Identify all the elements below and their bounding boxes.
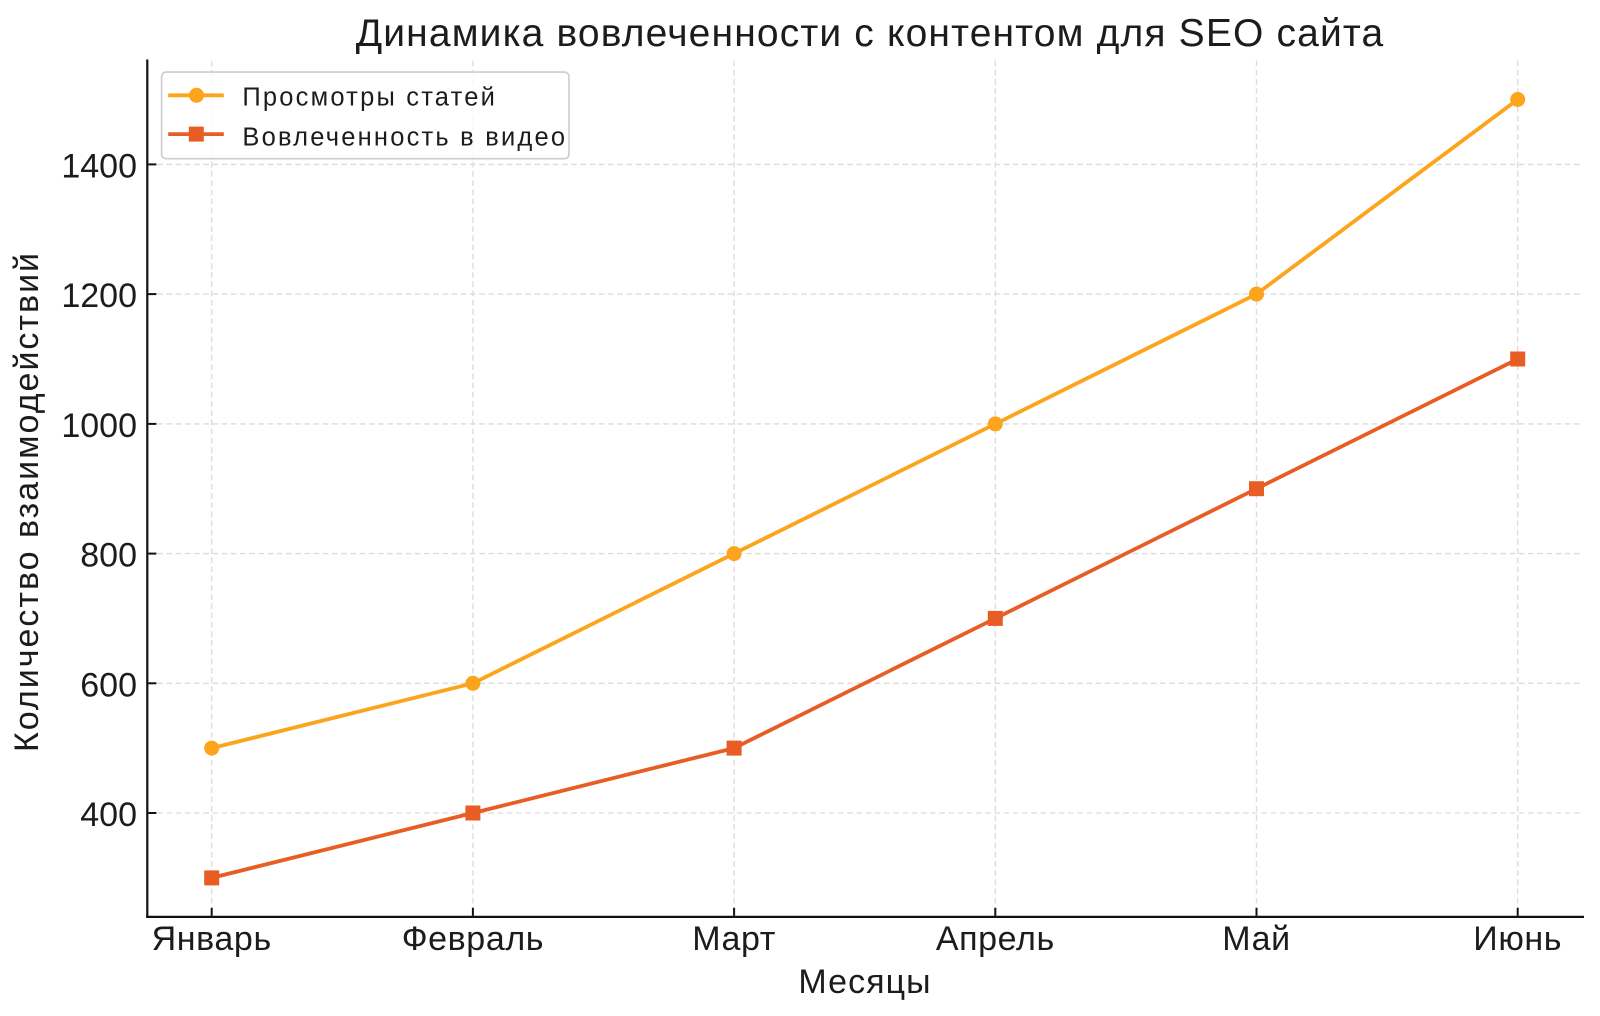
svg-text:Март: Март: [692, 920, 776, 958]
svg-text:Просмотры статей: Просмотры статей: [242, 83, 497, 111]
svg-text:1200: 1200: [61, 277, 137, 315]
svg-text:Вовлеченность в видео: Вовлеченность в видео: [242, 124, 567, 152]
svg-text:Февраль: Февраль: [402, 920, 544, 958]
svg-text:Январь: Январь: [152, 920, 272, 958]
svg-text:1000: 1000: [61, 407, 137, 445]
svg-text:1400: 1400: [61, 147, 137, 185]
svg-text:Количество взаимодействий: Количество взаимодействий: [8, 251, 46, 752]
svg-text:Динамика вовлеченности с конте: Динамика вовлеченности с контентом для S…: [356, 12, 1385, 55]
svg-text:Июнь: Июнь: [1473, 920, 1562, 958]
svg-text:Май: Май: [1222, 920, 1290, 958]
svg-text:600: 600: [80, 666, 137, 704]
svg-text:Апрель: Апрель: [936, 920, 1055, 958]
svg-text:400: 400: [80, 796, 137, 834]
svg-text:800: 800: [80, 537, 137, 575]
svg-text:Месяцы: Месяцы: [798, 963, 931, 1001]
